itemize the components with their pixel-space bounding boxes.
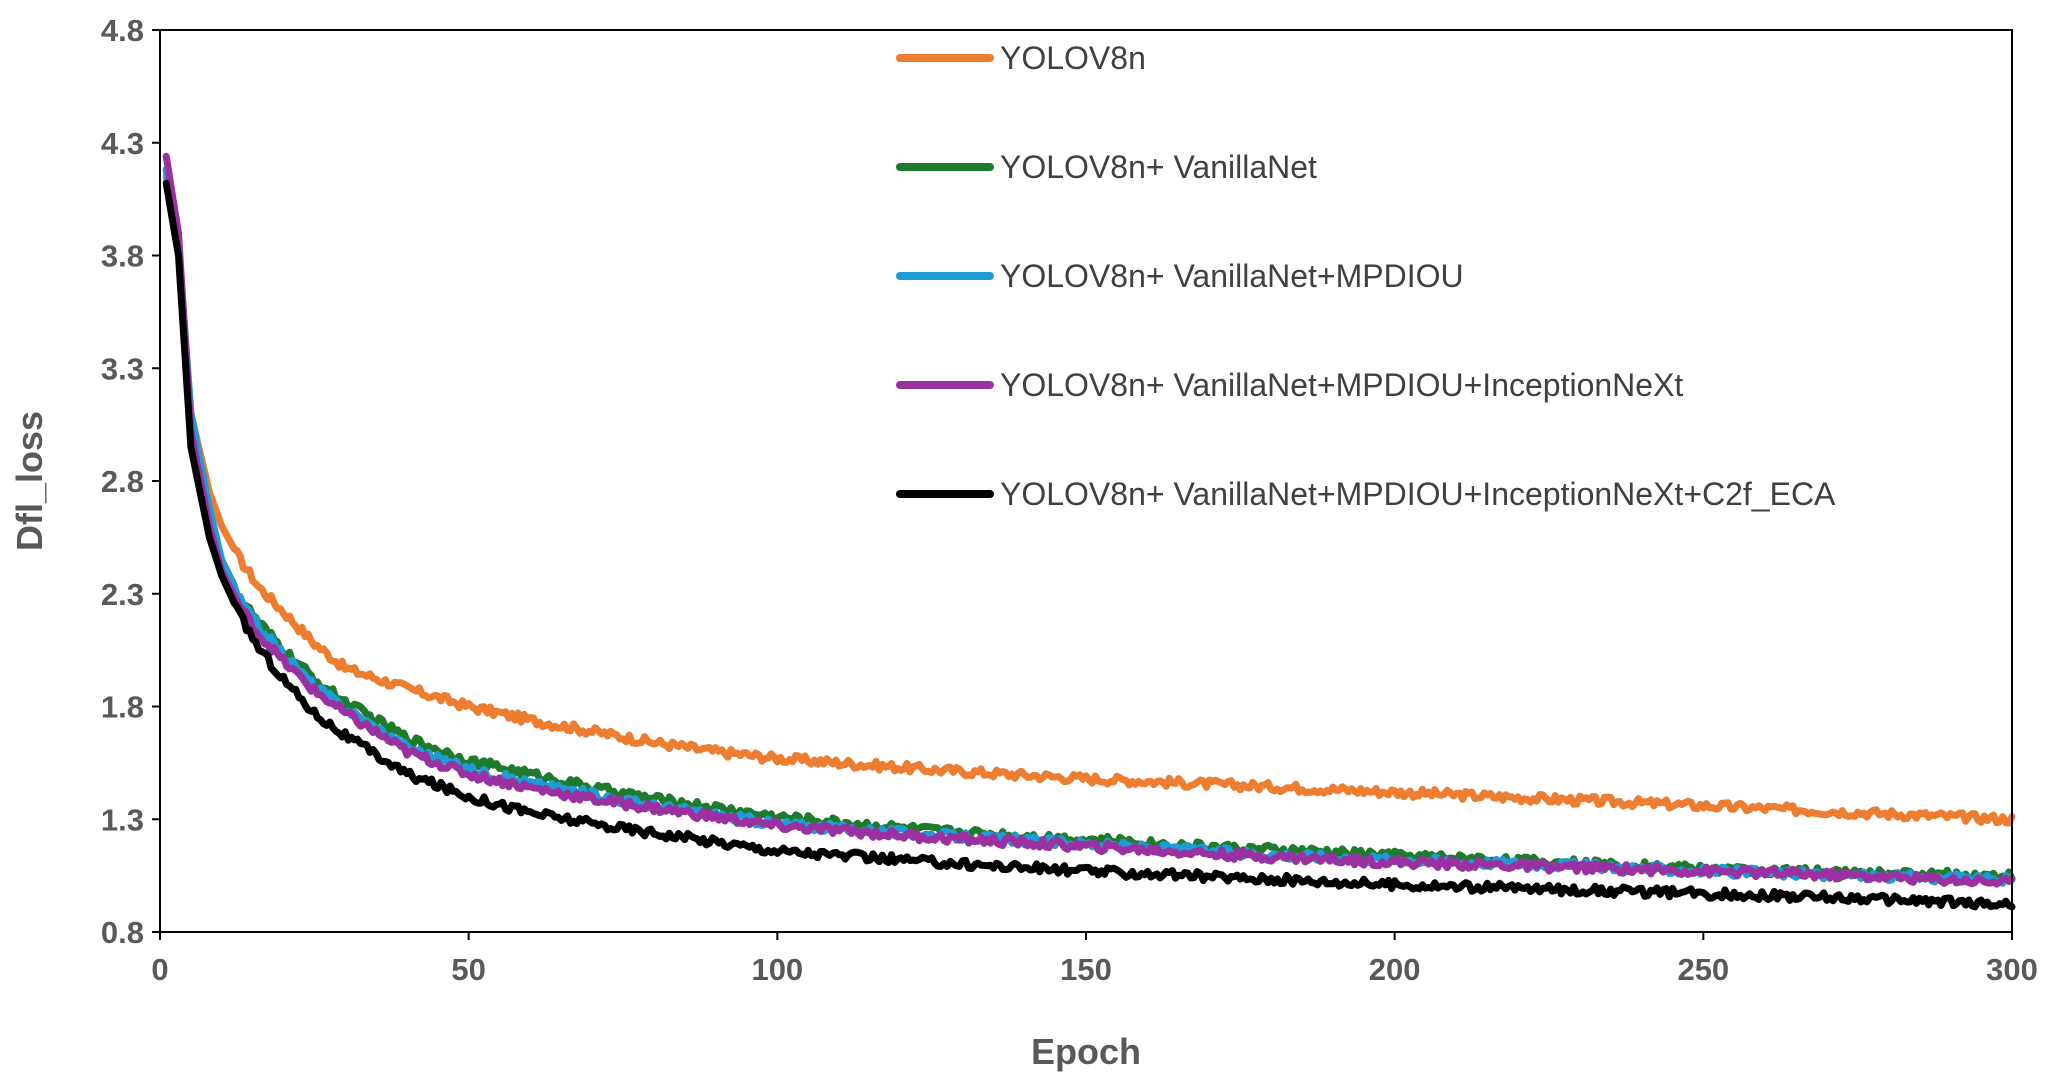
x-tick-label: 100 — [751, 952, 803, 987]
legend-item: YOLOV8n+ VanillaNet+MPDIOU+InceptionNeXt… — [896, 476, 1836, 512]
legend-label: YOLOV8n — [1000, 40, 1146, 76]
legend-label: YOLOV8n+ VanillaNet+MPDIOU+InceptionNeXt… — [1000, 476, 1836, 512]
y-tick-label: 2.3 — [101, 577, 144, 612]
y-tick-label: 1.8 — [101, 690, 144, 725]
series-line-5 — [162, 179, 2016, 911]
x-tick-label: 250 — [1677, 952, 1729, 987]
y-tick-label: 4.8 — [101, 13, 144, 48]
x-tick-label: 200 — [1369, 952, 1421, 987]
x-tick-label: 0 — [151, 952, 168, 987]
plot-area-frame — [159, 29, 2013, 933]
y-tick-label: 2.8 — [101, 464, 144, 499]
legend-item: YOLOV8n — [896, 40, 1146, 76]
series-line-4 — [162, 152, 2016, 888]
y-axis-title: Dfl_loss — [9, 411, 50, 551]
legend-label: YOLOV8n+ VanillaNet+MPDIOU — [1000, 258, 1464, 294]
y-tick-label: 0.8 — [101, 915, 144, 950]
series-layer — [162, 152, 2016, 911]
legend: YOLOV8n YOLOV8n+ VanillaNet YOLOV8n+ Vanil… — [896, 40, 1836, 512]
y-tick-label: 3.3 — [101, 351, 144, 386]
x-tick-label: 150 — [1060, 952, 1112, 987]
y-tick-label: 1.3 — [101, 802, 144, 837]
y-tick-label: 4.3 — [101, 126, 144, 161]
x-axis-title: Epoch — [1031, 1031, 1141, 1072]
x-tick-label: 300 — [1986, 952, 2038, 987]
legend-label: YOLOV8n+ VanillaNet+MPDIOU+InceptionNeXt — [1000, 367, 1683, 403]
legend-item: YOLOV8n+ VanillaNet — [896, 149, 1317, 185]
legend-item: YOLOV8n+ VanillaNet+MPDIOU+InceptionNeXt — [896, 367, 1683, 403]
legend-label: YOLOV8n+ VanillaNet — [1000, 149, 1317, 185]
x-tick-label: 50 — [451, 952, 485, 987]
legend-item: YOLOV8n+ VanillaNet+MPDIOU — [896, 258, 1464, 294]
y-tick-label: 3.8 — [101, 239, 144, 274]
series-line-1 — [162, 173, 2016, 827]
tick-layer: 0.8 1.3 1.8 2.3 2.8 3.3 3.8 4.3 4.8 0 50 100 150 200 2… — [101, 13, 2038, 987]
